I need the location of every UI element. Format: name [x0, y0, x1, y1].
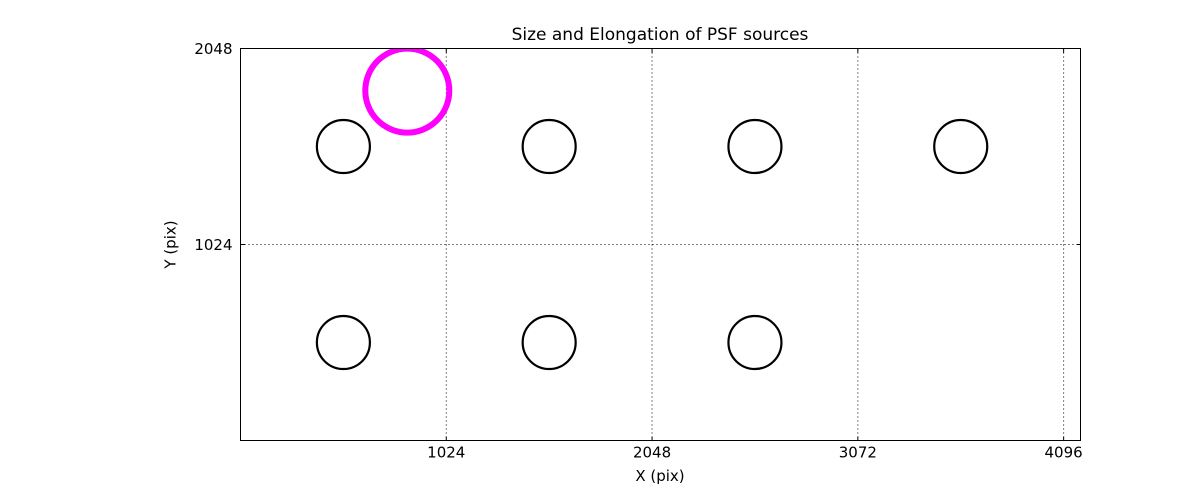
x-tick-label-3072: 3072 [839, 444, 877, 462]
y-axis-label: Y (pix) [162, 220, 180, 269]
y-tick-label-1024: 1024 [194, 236, 232, 254]
gridlines [240, 48, 1081, 441]
psf-sources-marker [315, 118, 371, 175]
y-tick-label-2048: 2048 [194, 40, 232, 58]
psf-sources-marker [727, 118, 783, 175]
psf-sources-marker [521, 118, 577, 175]
x-tick-label-1024: 1024 [427, 444, 465, 462]
psf-sources-marker [315, 314, 371, 371]
psf-outlier-marker [362, 48, 453, 136]
psf-sources-marker [727, 314, 783, 371]
x-tick-label-4096: 4096 [1045, 444, 1083, 462]
plot-border [240, 48, 1081, 441]
x-tick-label-2048: 2048 [633, 444, 671, 462]
psf-sources-marker [521, 314, 577, 371]
chart-title: Size and Elongation of PSF sources [512, 25, 809, 45]
psf-sources-marker [933, 118, 989, 175]
tick-labels: 1024 2048 3072 4096 1024 2048 [194, 40, 1082, 462]
x-axis-label: X (pix) [635, 467, 684, 485]
